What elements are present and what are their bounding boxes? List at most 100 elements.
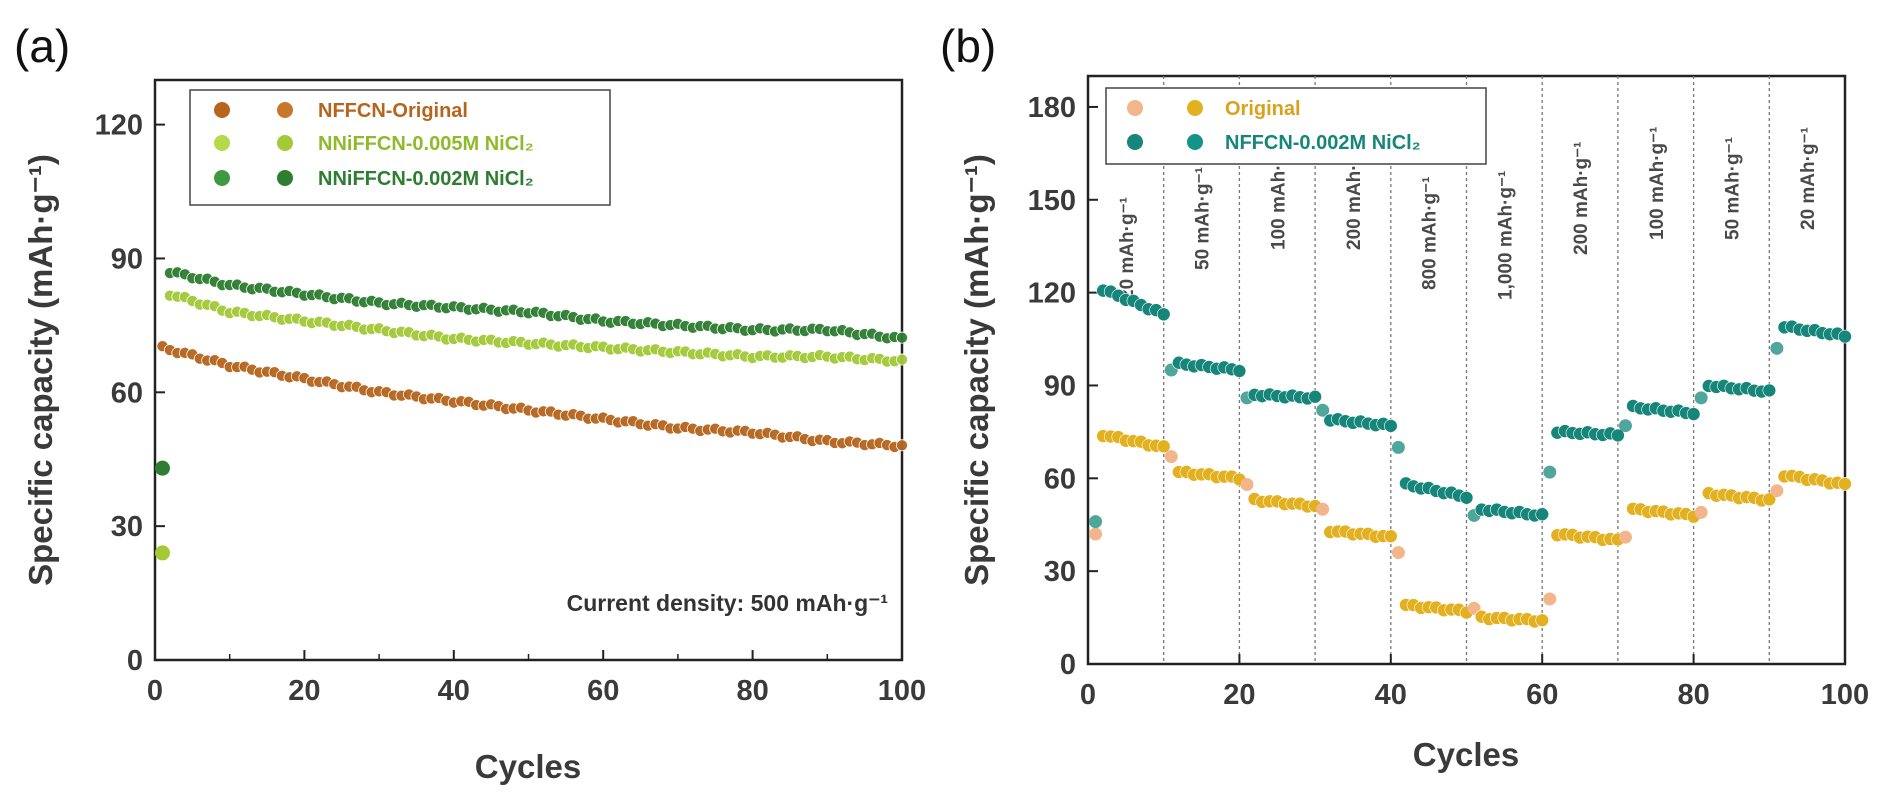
panel-a-x-tick-label: 100 — [878, 675, 926, 707]
panel-b-y-tick-label: 120 — [1028, 278, 1076, 310]
panel-a-x-tick-label: 0 — [147, 675, 163, 707]
panel-b-label: (b) — [940, 20, 996, 72]
panel-b-points — [1089, 283, 1852, 629]
panel-b-y-tick-label: 180 — [1028, 92, 1076, 124]
legend-marker-005-1 — [214, 135, 230, 151]
panel-b-rate-label: 800 mAh·g⁻¹ — [1420, 177, 1441, 291]
legend-label-b-nicl: NFFCN-0.002M NiCl₂ — [1225, 132, 1421, 154]
panel-b-x-axis-title: Cycles — [1413, 736, 1519, 773]
panel-b-point — [1232, 364, 1247, 378]
panel-b-point — [1762, 383, 1777, 398]
legend-label-original: NFFCN-Original — [318, 100, 468, 122]
legend-label-005: NNiFFCN-0.005M NiCl₂ — [318, 133, 534, 155]
panel-b-x-tick-label: 0 — [1080, 679, 1096, 711]
panel-b-series-2 — [1089, 283, 1852, 529]
panel-b-legend: Original NFFCN-0.002M NiCl₂ — [1105, 87, 1487, 165]
panel-a-y-tick-label: 120 — [95, 110, 143, 142]
panel-b-rate-label: 20 mAh·g⁻¹ — [1117, 197, 1138, 300]
panel-a-point-first-cycle — [154, 545, 170, 561]
panel-b-rate-label: 1,000 mAh·g⁻¹ — [1495, 171, 1516, 300]
panel-b-point-transition — [1089, 527, 1103, 541]
panel-a-x-tick-label: 20 — [288, 675, 320, 707]
panel-b-point — [1535, 507, 1549, 522]
panel-a-x-axis-title: Cycles — [475, 748, 581, 785]
panel-b-point — [1459, 490, 1474, 505]
panel-b-y-tick-label: 90 — [1044, 370, 1076, 402]
legend-marker-002-1 — [214, 170, 230, 186]
panel-b-point-transition — [1770, 484, 1784, 498]
panel-b-tick-labels: 0 20 40 60 80 100 0 30 60 90 120 150 180 — [1028, 92, 1870, 711]
panel-b-point-transition — [1089, 515, 1103, 529]
panel-a-point — [896, 439, 909, 452]
panel-a-series-2 — [154, 289, 909, 561]
legend-marker-002-2 — [277, 170, 293, 186]
panel-b-rate-label: 50 mAh·g⁻¹ — [1722, 137, 1743, 240]
legend-marker-b-original-1 — [1127, 100, 1143, 116]
panel-b: (b) 20 mAh·g⁻¹ 50 mAh·g⁻¹ 100 mAh·g⁻¹ 200 m… — [940, 20, 1869, 773]
panel-a-y-tick-label: 30 — [111, 511, 143, 543]
panel-b-series-1 — [1089, 429, 1852, 629]
panel-b-point-transition — [1543, 592, 1557, 606]
legend-marker-b-original-2 — [1187, 100, 1203, 116]
panel-a-legend-box — [189, 89, 611, 206]
legend-marker-original-2 — [277, 102, 293, 118]
panel-a-y-tick-label: 60 — [111, 377, 143, 409]
panel-b-point — [1838, 477, 1852, 491]
panel-b-rate-label: 200 mAh·g⁻¹ — [1344, 137, 1365, 251]
panel-b-point-transition — [1391, 546, 1405, 560]
panel-b-point — [1384, 529, 1398, 544]
panel-b-y-tick-label: 0 — [1060, 649, 1076, 681]
panel-b-point — [1838, 329, 1852, 344]
panel-b-point-transition — [1391, 440, 1405, 454]
panel-a-label: (a) — [14, 20, 70, 72]
panel-a-legend: NFFCN-Original NNiFFCN-0.005M NiCl₂ NNiF… — [189, 89, 611, 206]
panel-b-rate-label: 200 mAh·g⁻¹ — [1571, 142, 1592, 256]
panel-b-x-tick-label: 60 — [1526, 679, 1558, 711]
panel-a-ticks — [154, 123, 903, 661]
panel-a-y-axis-title: Specific capacity (mAh·g⁻¹) — [22, 154, 59, 586]
legend-marker-b-nicl-2 — [1187, 134, 1203, 150]
panel-b-point-transition — [1694, 505, 1708, 519]
panel-b-rate-label: 50 mAh·g⁻¹ — [1193, 167, 1214, 270]
panel-b-point — [1308, 389, 1322, 404]
panel-a-point — [896, 331, 909, 344]
panel-b-point-transition — [1543, 465, 1557, 479]
panel-b-x-tick-label: 40 — [1375, 679, 1407, 711]
panel-a-tick-labels: 0 20 40 60 80 100 0 30 60 90 120 — [95, 110, 927, 707]
panel-b-rate-labels: 20 mAh·g⁻¹ 50 mAh·g⁻¹ 100 mAh·g⁻¹ 200 mAh·g… — [1117, 127, 1819, 301]
panel-a-x-tick-label: 80 — [736, 675, 768, 707]
panel-a-y-tick-label: 90 — [111, 243, 143, 275]
panel-b-x-tick-label: 100 — [1821, 679, 1869, 711]
panel-b-point — [1156, 439, 1171, 454]
panel-a-point — [896, 353, 909, 366]
legend-marker-original-1 — [214, 102, 230, 118]
panel-b-y-tick-label: 150 — [1028, 185, 1076, 217]
panel-b-point-transition — [1164, 450, 1178, 464]
panel-b-point — [1535, 613, 1549, 628]
panel-a-series-1 — [156, 340, 909, 453]
legend-label-002: NNiFFCN-0.002M NiCl₂ — [318, 168, 534, 190]
panel-a-series-3 — [154, 266, 909, 476]
panel-a-points — [154, 266, 909, 561]
panel-b-point-transition — [1240, 478, 1254, 492]
panel-b-point — [1686, 407, 1701, 421]
panel-b-legend-box — [1105, 87, 1487, 165]
panel-b-point — [1156, 307, 1171, 322]
panel-b-x-tick-label: 20 — [1223, 679, 1255, 711]
legend-marker-005-2 — [277, 135, 293, 151]
panel-b-y-axis-title: Specific capacity (mAh·g⁻¹) — [958, 154, 995, 586]
panel-b-point-transition — [1316, 502, 1330, 516]
panel-b-rate-label: 20 mAh·g⁻¹ — [1798, 127, 1819, 230]
panel-b-point — [1762, 492, 1777, 507]
panel-a: (a) 0 20 40 60 80 100 0 30 60 90 120 Cycles Specif… — [14, 20, 926, 785]
panel-a-point-first-cycle — [154, 460, 170, 476]
panel-a-x-tick-label: 40 — [438, 675, 470, 707]
legend-label-b-original: Original — [1225, 98, 1301, 120]
panel-b-y-tick-label: 60 — [1044, 463, 1076, 495]
panel-a-x-tick-label: 60 — [587, 675, 619, 707]
panel-b-ticks — [1087, 105, 1846, 665]
legend-marker-b-nicl-1 — [1127, 134, 1143, 150]
panel-b-y-tick-label: 30 — [1044, 556, 1076, 588]
panel-b-point-transition — [1618, 419, 1632, 433]
